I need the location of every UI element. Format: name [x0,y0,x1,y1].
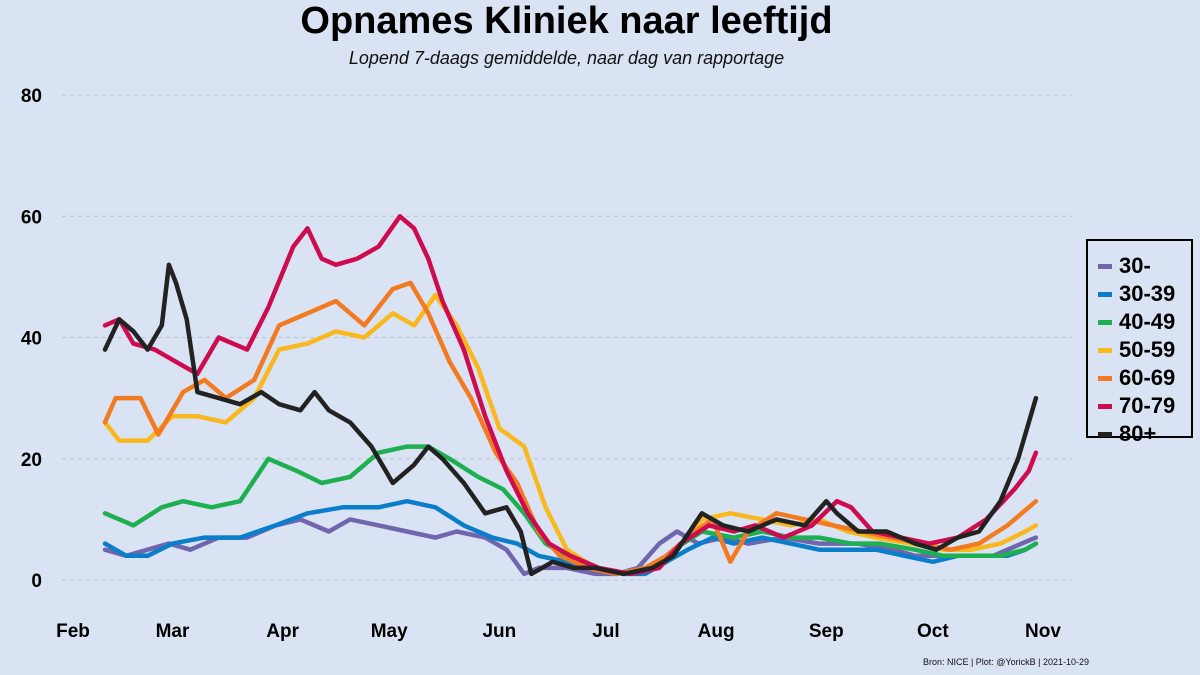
y-tick-label: 60 [21,207,42,228]
legend-swatch [1098,347,1112,353]
legend-swatch [1098,375,1112,381]
x-tick-label: Apr [266,621,299,642]
x-tick-label: Jun [482,621,516,642]
x-axis-ticks: Feb Mar Apr May Jun Jul Aug Sep Oct Nov [56,621,1061,642]
chart-title: Opnames Kliniek naar leeftijd [300,0,833,42]
legend-swatch [1098,291,1112,297]
x-tick-label: Nov [1025,621,1061,642]
legend-item-60-69: 60-69 [1088,364,1191,392]
legend-item-50-59: 50-59 [1088,336,1191,364]
legend-item-30-: 30- [1088,252,1191,280]
legend-label: 70-79 [1119,393,1176,418]
legend-item-40-49: 40-49 [1088,308,1191,336]
legend-item-30-39: 30-39 [1088,280,1191,308]
x-tick-label: Jul [592,621,619,642]
series-line-80+ [102,262,1039,577]
legend-swatch [1098,319,1112,325]
y-tick-label: 40 [21,329,42,350]
x-tick-label: Sep [809,621,844,642]
legend-label: 80+ [1119,421,1157,446]
y-tick-label: 80 [21,86,42,107]
legend-swatch [1098,431,1112,437]
y-axis-ticks: 0 20 40 60 80 [21,86,42,592]
legend-item-80+: 80+ [1088,420,1191,448]
legend-label: 60-69 [1119,365,1176,390]
legend-label: 50-59 [1119,337,1176,362]
source-credits: Bron: NICE | Plot: @YorickB | 2021-10-29 [922,657,1089,667]
y-tick-label: 20 [21,450,42,471]
legend-swatch [1098,403,1112,409]
legend-item-70-79: 70-79 [1088,392,1191,420]
legend-label: 40-49 [1119,309,1176,334]
series-line-50-59 [102,292,1039,577]
series-line-70-79 [102,214,1039,577]
series-line-60-69 [102,280,1039,577]
gridlines [62,94,1072,581]
chart-subtitle: Lopend 7-daags gemiddelde, naar dag van … [348,48,785,68]
legend-swatch [1098,263,1112,269]
y-tick-label: 0 [31,571,42,592]
legend-label: 30- [1119,253,1151,278]
series-lines [102,214,1039,577]
x-tick-label: Oct [917,621,949,642]
x-tick-label: Mar [156,621,190,642]
legend: 30- 30-39 40-49 50-59 60-69 70-79 80+ [1086,239,1193,446]
x-tick-label: Aug [698,621,735,642]
legend-label: 30-39 [1119,281,1176,306]
x-tick-label: Feb [56,621,90,642]
x-tick-label: May [371,621,408,642]
